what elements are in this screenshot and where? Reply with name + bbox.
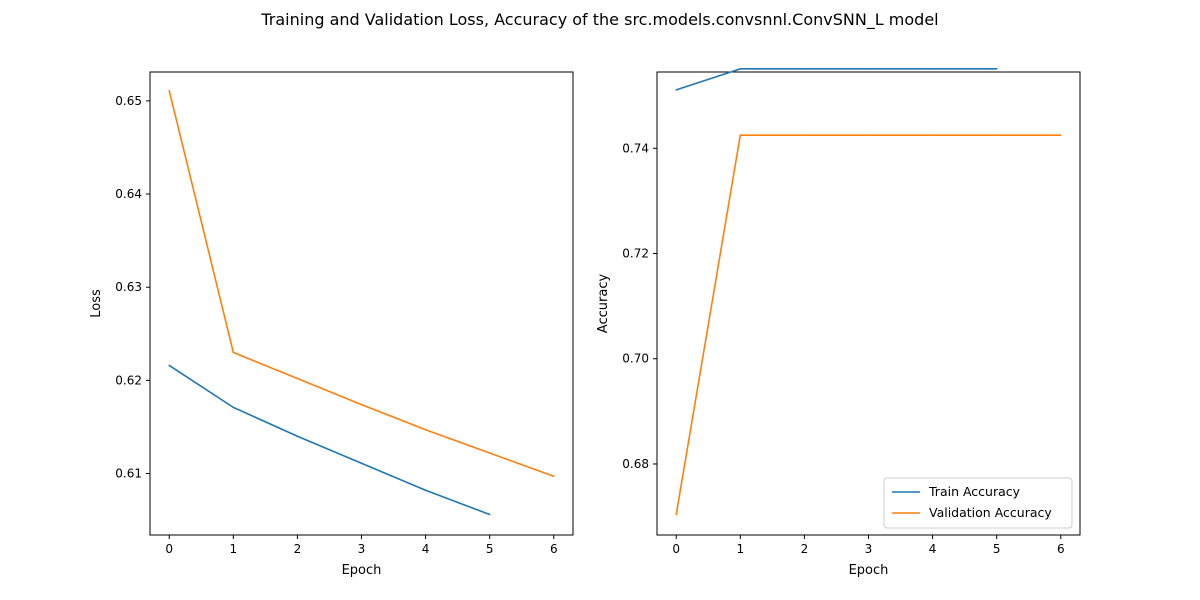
x-tick-label: 2 bbox=[294, 542, 302, 556]
data-point-train bbox=[675, 89, 678, 91]
data-point-train bbox=[296, 435, 299, 438]
y-tick-label: 0.63 bbox=[115, 280, 142, 294]
data-point-validation bbox=[1059, 134, 1062, 136]
series-line-train bbox=[675, 68, 997, 91]
legend-label: Train Accuracy bbox=[928, 484, 1021, 499]
x-tick-label: 1 bbox=[736, 542, 744, 556]
figure-title: Training and Validation Loss, Accuracy o… bbox=[261, 10, 939, 29]
y-tick-label: 0.74 bbox=[622, 141, 649, 155]
y-tick-label: 0.61 bbox=[115, 467, 142, 481]
data-point-train bbox=[931, 68, 934, 70]
x-tick-label: 0 bbox=[672, 542, 680, 556]
x-tick-label: 3 bbox=[865, 542, 873, 556]
data-point-validation bbox=[552, 475, 555, 478]
data-point-validation bbox=[867, 134, 870, 136]
data-point-validation bbox=[803, 134, 806, 136]
data-point-validation bbox=[296, 377, 299, 380]
x-tick-label: 0 bbox=[165, 542, 173, 556]
y-axis-label: Accuracy bbox=[596, 274, 611, 334]
x-tick-label: 5 bbox=[993, 542, 1001, 556]
axes-frame bbox=[656, 71, 1081, 536]
data-point-train bbox=[360, 462, 363, 465]
y-tick-label: 0.70 bbox=[622, 352, 649, 366]
data-point-validation bbox=[424, 428, 427, 431]
data-point-train bbox=[488, 513, 491, 516]
y-tick-label: 0.72 bbox=[622, 247, 649, 261]
series-line-validation bbox=[168, 90, 555, 478]
legend-label: Validation Accuracy bbox=[929, 505, 1052, 520]
data-point-validation bbox=[488, 452, 491, 454]
data-point-train bbox=[739, 68, 742, 70]
x-axis-label: Epoch bbox=[342, 563, 382, 578]
data-point-validation bbox=[232, 351, 235, 354]
data-point-validation bbox=[995, 134, 998, 136]
y-tick-label: 0.64 bbox=[115, 187, 142, 201]
y-tick-label: 0.65 bbox=[115, 94, 142, 108]
x-tick-label: 6 bbox=[1057, 542, 1065, 556]
y-tick-label: 0.62 bbox=[115, 373, 142, 387]
x-tick-label: 5 bbox=[486, 542, 494, 556]
data-point-train bbox=[803, 68, 806, 70]
x-axis-label: Epoch bbox=[849, 563, 889, 578]
data-point-train bbox=[867, 68, 870, 70]
data-point-validation bbox=[739, 134, 742, 136]
data-point-validation bbox=[931, 134, 934, 136]
x-tick-label: 6 bbox=[550, 542, 558, 556]
data-point-validation bbox=[168, 89, 171, 92]
data-point-validation bbox=[360, 403, 363, 406]
data-point-train bbox=[168, 364, 171, 367]
legend: Train Accuracy Validation Accuracy bbox=[883, 477, 1073, 529]
x-tick-label: 4 bbox=[422, 542, 430, 556]
x-tick-label: 2 bbox=[801, 542, 809, 556]
chart-0: 0 1 2 3 4 5 6 0.61 0.62 0.63 0.64 0.65 Epoch Loss bbox=[89, 71, 574, 578]
series-line-validation bbox=[675, 134, 1061, 515]
legend-box bbox=[883, 477, 1073, 529]
series-line-train bbox=[168, 364, 490, 516]
x-tick-label: 4 bbox=[929, 542, 937, 556]
x-tick-label: 1 bbox=[229, 542, 237, 556]
data-point-validation bbox=[675, 513, 678, 516]
data-point-train bbox=[424, 489, 427, 492]
chart-1: 0 1 2 3 4 5 6 0.68 0.70 0.72 0.74 Epoch Accuracy Trai… bbox=[596, 68, 1081, 578]
y-tick-label: 0.68 bbox=[622, 457, 649, 471]
axes-frame bbox=[149, 71, 574, 536]
x-tick-label: 3 bbox=[358, 542, 366, 556]
y-axis-label: Loss bbox=[89, 289, 104, 318]
data-point-train bbox=[232, 406, 235, 409]
data-point-train bbox=[995, 68, 998, 70]
